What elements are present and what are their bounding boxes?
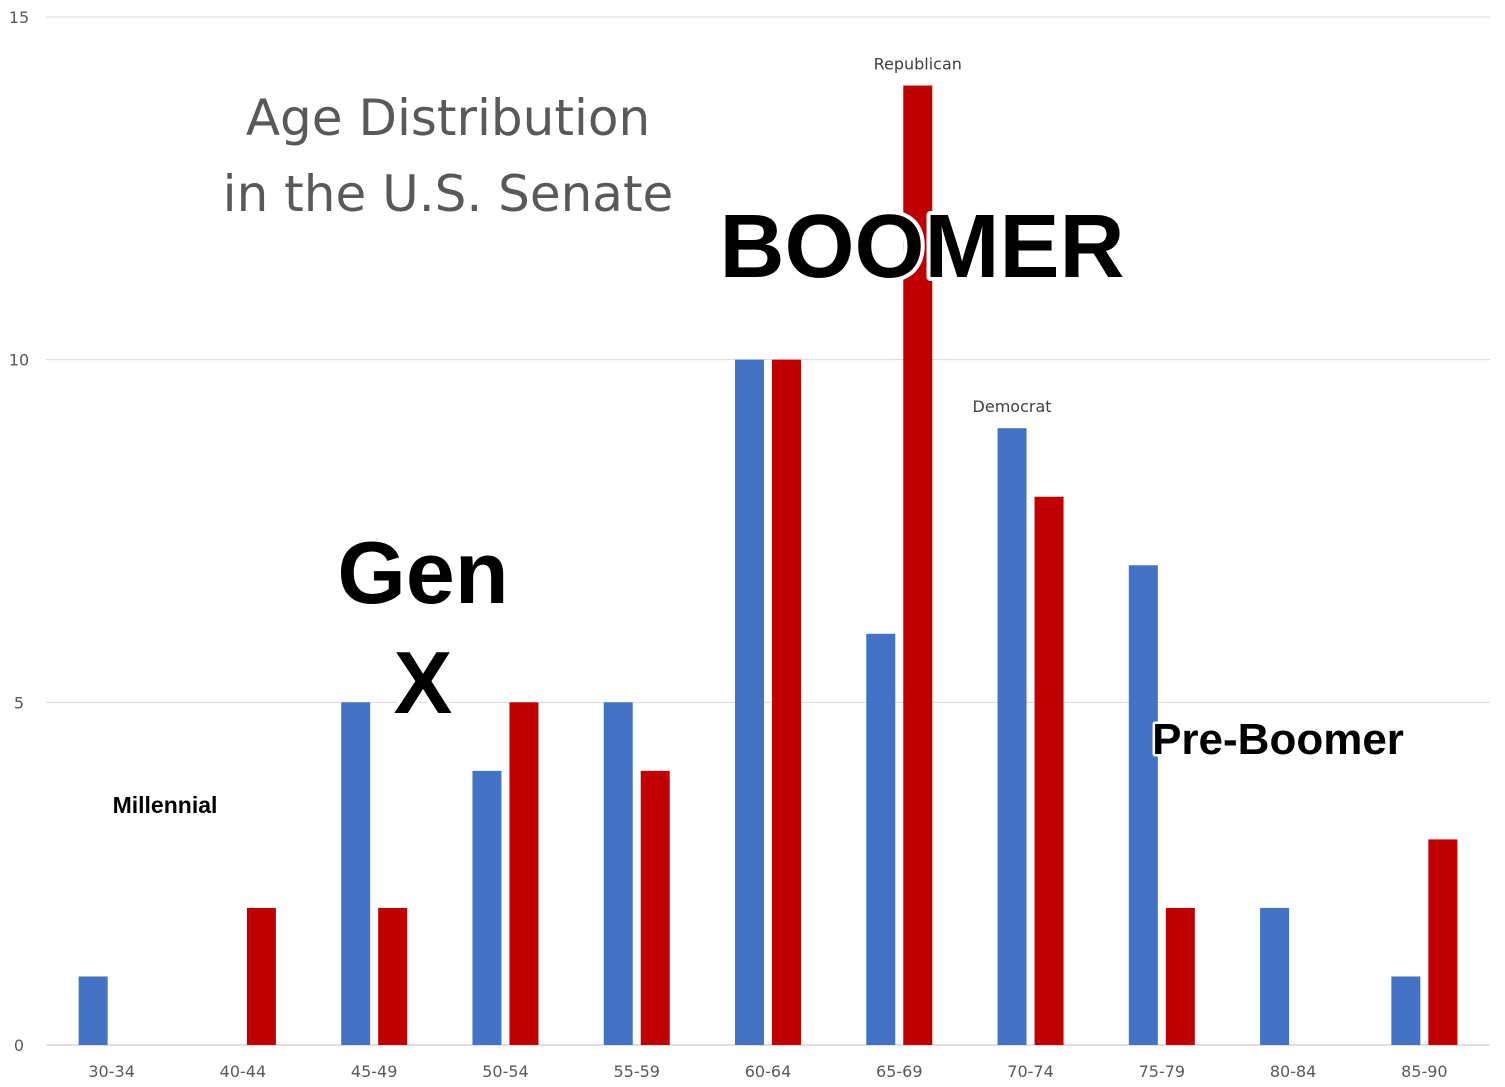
- y-tick-label: 0: [14, 1036, 24, 1055]
- y-tick-label: 5: [14, 693, 24, 712]
- x-tick-label: 65-69: [876, 1062, 923, 1081]
- x-tick-label: 40-44: [220, 1062, 267, 1081]
- series-label-republican: Republican: [874, 55, 962, 74]
- bar-democrat-55-59: [603, 702, 633, 1045]
- x-tick-label: 45-49: [351, 1062, 398, 1081]
- bar-democrat-60-64: [735, 359, 764, 1046]
- annotation-millennial: Millennial: [113, 792, 218, 818]
- x-tick-label: 75-79: [1139, 1062, 1186, 1081]
- bar-republican-55-59: [640, 770, 670, 1045]
- y-tick-label: 10: [9, 351, 29, 370]
- x-tick-label: 55-59: [613, 1062, 660, 1081]
- annotation-gen: Gen: [337, 523, 508, 622]
- bars: [78, 85, 1458, 1046]
- bar-democrat-30-34: [78, 976, 108, 1045]
- bar-democrat-50-54: [472, 770, 502, 1045]
- bar-democrat-45-49: [341, 702, 371, 1045]
- bar-democrat-70-74: [997, 428, 1027, 1045]
- x-axis-ticks: 30-34 40-44 45-49 50-54 55-59 60-64 65-69 70-74…: [88, 1062, 1447, 1081]
- y-tick-label: 15: [9, 8, 29, 27]
- bar-republican-75-79: [1165, 907, 1195, 1045]
- bar-republican-50-54: [509, 702, 539, 1045]
- gridlines: [46, 16, 1490, 1046]
- bar-republican-45-49: [378, 907, 408, 1045]
- x-tick-label: 80-84: [1270, 1062, 1317, 1081]
- x-tick-label: 85-90: [1401, 1062, 1448, 1081]
- bar-democrat-75-79: [1128, 565, 1158, 1045]
- bar-republican-60-64: [772, 359, 801, 1046]
- annotation-x: X: [394, 633, 453, 732]
- y-axis-ticks: 0 5 10 15: [9, 8, 29, 1055]
- x-tick-label: 70-74: [1007, 1062, 1054, 1081]
- x-tick-label: 30-34: [88, 1062, 135, 1081]
- chart-title-line-2: in the U.S. Senate: [223, 165, 674, 223]
- bar-democrat-65-69: [866, 633, 896, 1045]
- x-tick-label: 50-54: [482, 1062, 529, 1081]
- bar-republican-85-90: [1428, 839, 1458, 1045]
- annotation-boomer: BOOMER: [720, 197, 1125, 297]
- series-label-democrat: Democrat: [973, 397, 1052, 416]
- chart-title-line-1: Age Distribution: [246, 89, 650, 147]
- bar-republican-40-44: [246, 907, 276, 1045]
- bar-democrat-85-90: [1391, 976, 1421, 1045]
- bar-republican-70-74: [1034, 496, 1064, 1045]
- series-labels: Democrat Republican: [874, 55, 1052, 417]
- annotation-pre-boomer: Pre-Boomer: [1152, 715, 1404, 764]
- x-tick-label: 60-64: [745, 1062, 792, 1081]
- bar-republican-65-69: [903, 85, 933, 1046]
- bar-democrat-80-84: [1260, 907, 1290, 1045]
